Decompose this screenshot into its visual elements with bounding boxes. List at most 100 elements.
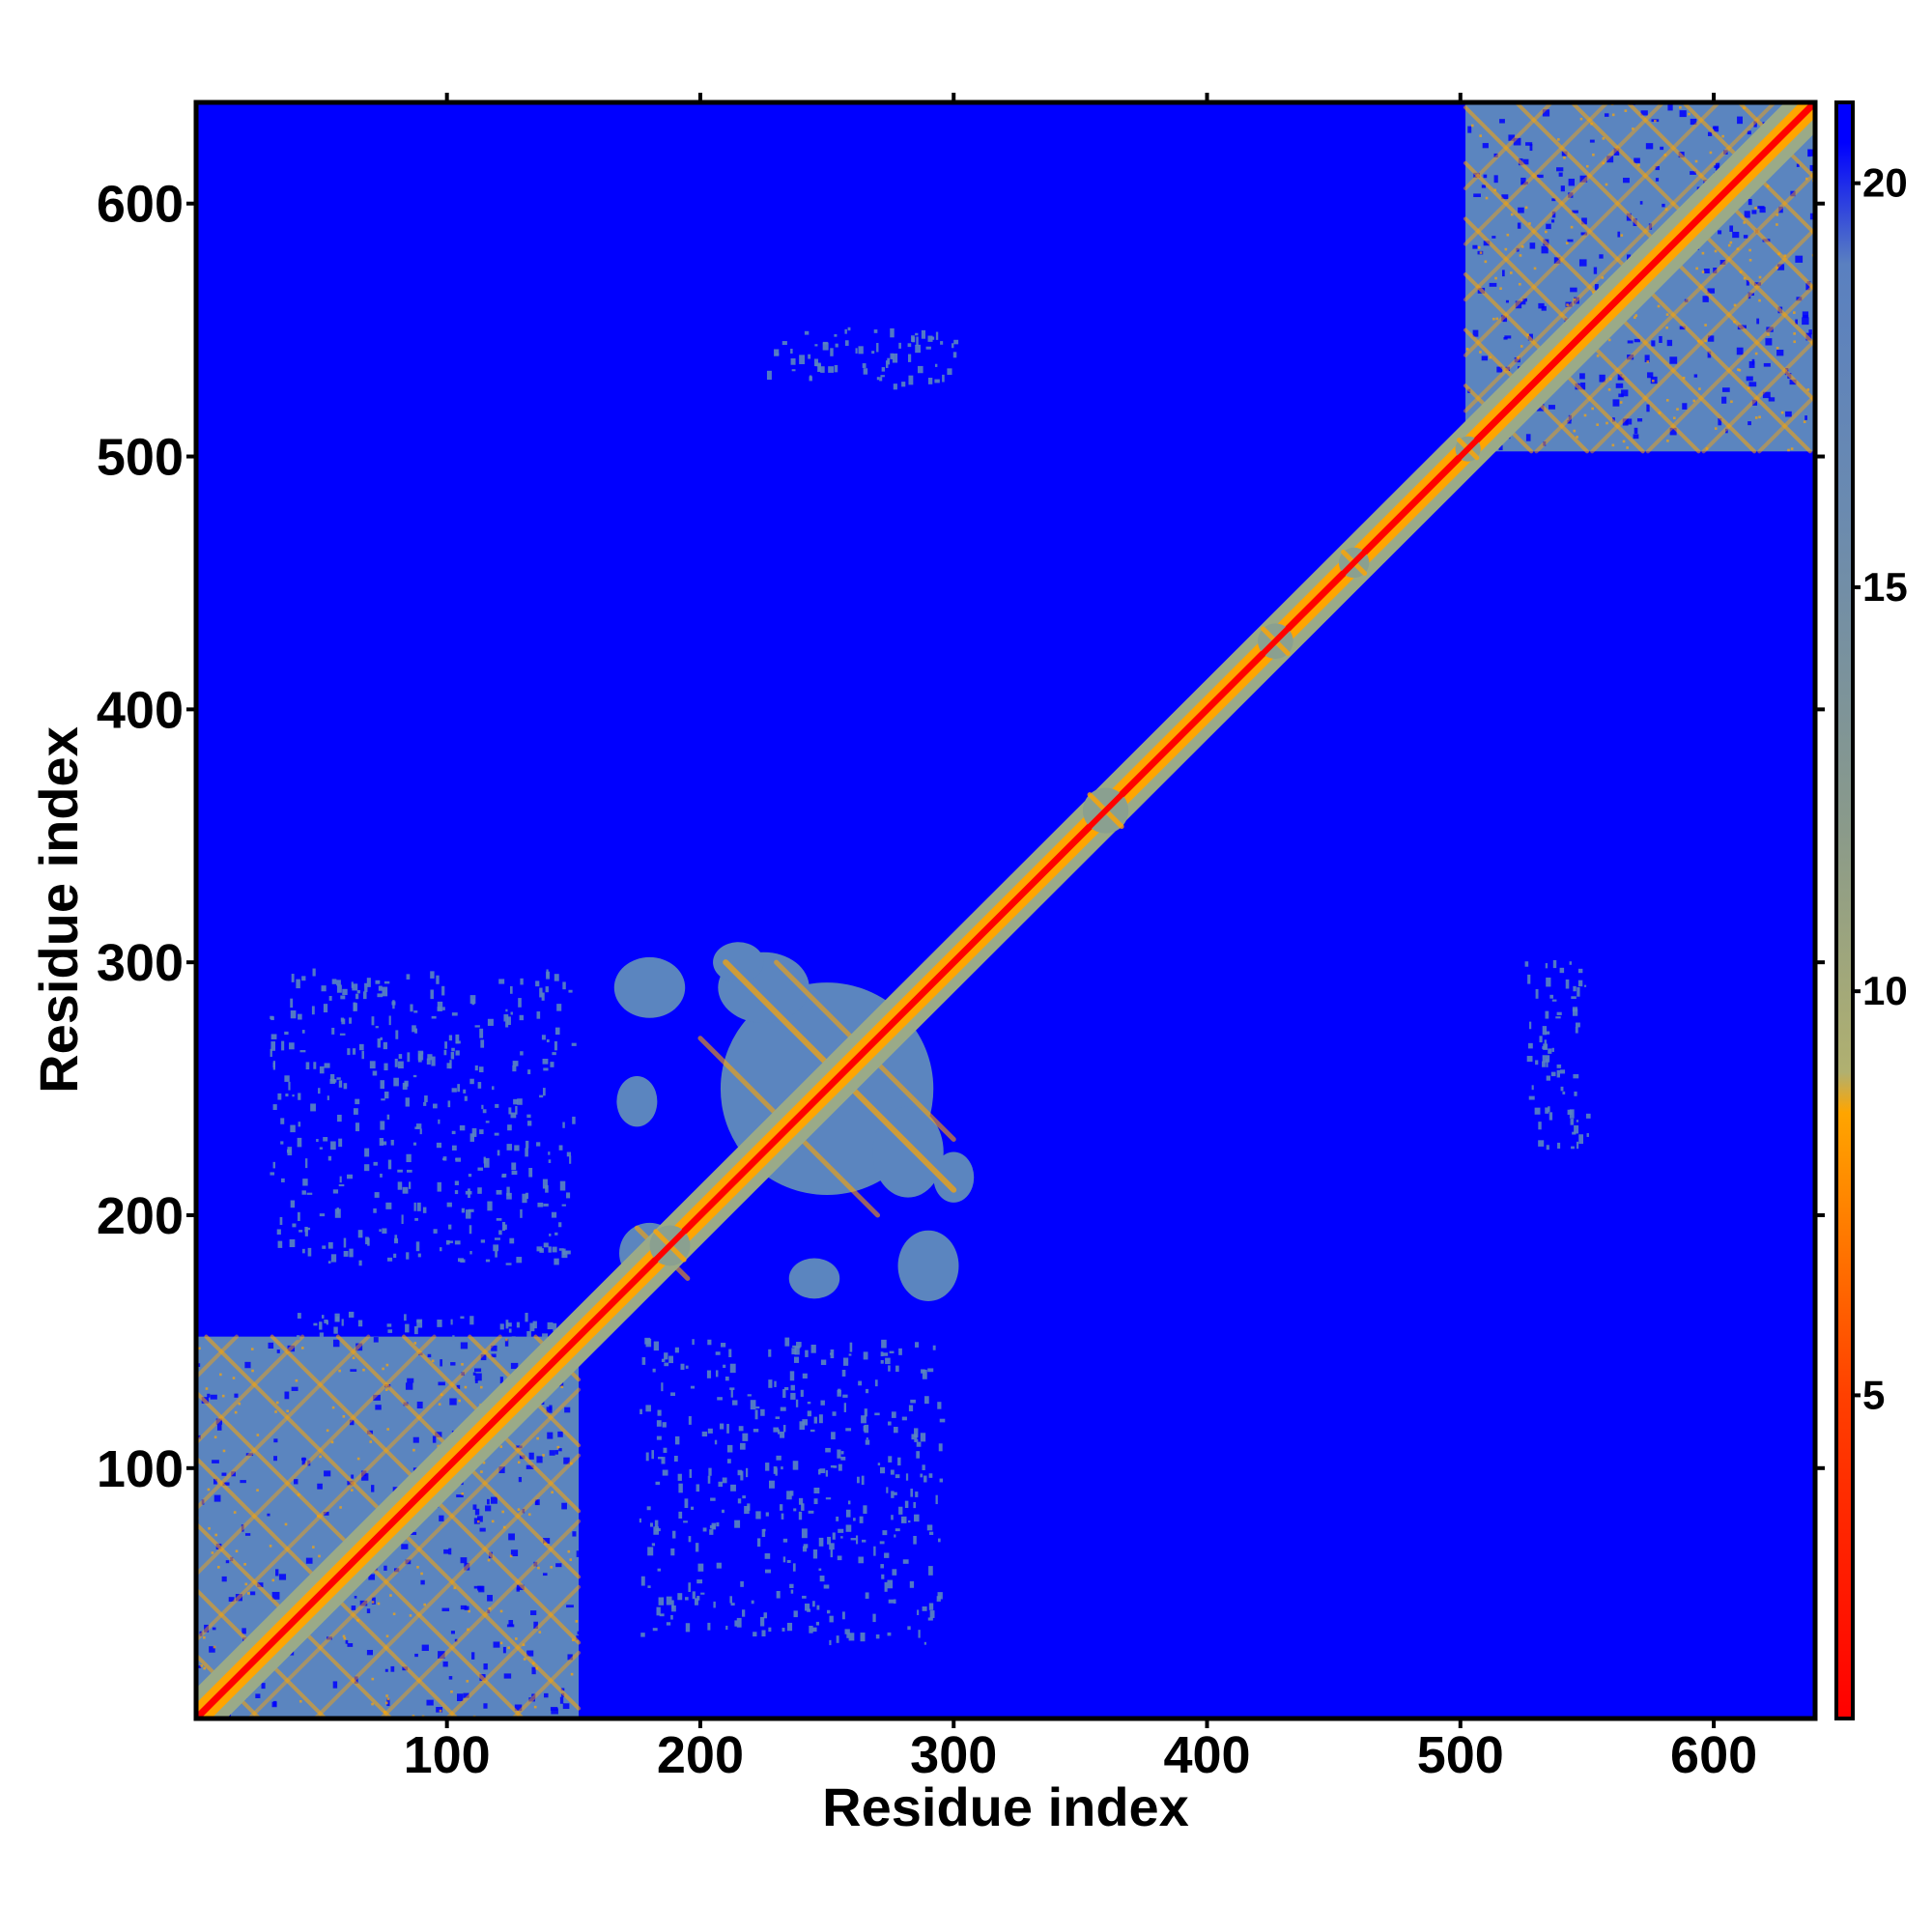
- y-tick-label: 200: [97, 1187, 184, 1245]
- sparse-contact-patch: [729, 1363, 736, 1374]
- sparse-contact-patch: [343, 1083, 348, 1090]
- domain-speckle: [543, 1538, 551, 1544]
- sparse-contact-patch: [708, 1467, 712, 1476]
- sparse-contact-patch: [833, 1465, 838, 1468]
- domain-speckle: [1768, 397, 1776, 402]
- sparse-contact-patch: [1538, 1140, 1545, 1147]
- domain-contact-dot: [538, 1631, 542, 1634]
- sparse-contact-patch: [558, 1222, 562, 1228]
- sparse-contact-patch: [934, 363, 938, 367]
- sparse-contact-patch: [532, 1321, 537, 1329]
- sparse-contact-patch: [520, 1051, 524, 1056]
- sparse-contact-patch: [270, 1034, 277, 1039]
- domain-contact-dot: [1495, 317, 1499, 321]
- sparse-contact-patch: [862, 363, 867, 368]
- sparse-contact-patch: [645, 1405, 651, 1412]
- sparse-contact-patch: [782, 1556, 786, 1563]
- sparse-contact-patch: [340, 1017, 344, 1022]
- sparse-contact-patch: [910, 1399, 916, 1404]
- domain-contact-dot: [392, 1612, 396, 1616]
- sparse-contact-patch: [825, 1469, 829, 1477]
- domain-speckle: [1525, 142, 1533, 146]
- sparse-contact-patch: [805, 1350, 809, 1357]
- sparse-contact-patch: [807, 1410, 812, 1417]
- domain-speckle: [1667, 102, 1673, 111]
- sparse-contact-patch: [780, 1406, 786, 1411]
- sparse-contact-patch: [809, 1625, 813, 1634]
- sparse-contact-patch: [499, 1323, 504, 1330]
- sparse-contact-patch: [469, 1078, 474, 1085]
- domain-speckle: [487, 1595, 493, 1602]
- domain-lattice-line: [1463, 102, 1721, 357]
- colorbar-tick-label: 15: [1862, 564, 1908, 610]
- sparse-contact-patch: [299, 1050, 306, 1053]
- sparse-contact-patch: [756, 1538, 761, 1548]
- sparse-contact-patch: [707, 1475, 711, 1484]
- sparse-contact-patch: [468, 1188, 470, 1199]
- sparse-contact-patch: [313, 1062, 317, 1069]
- sparse-contact-patch: [327, 1095, 329, 1100]
- sparse-contact-patch: [829, 1352, 833, 1355]
- sparse-contact-patch: [301, 1030, 305, 1034]
- domain-contact-dot: [570, 1462, 573, 1465]
- sparse-contact-patch: [1585, 1113, 1591, 1119]
- domain-speckle: [278, 1574, 287, 1580]
- domain-speckle: [1551, 198, 1556, 202]
- domain-speckle: [212, 1627, 216, 1631]
- domain-speckle: [1599, 374, 1605, 383]
- domain-contact-dot: [219, 1373, 222, 1377]
- domain-speckle: [454, 1638, 458, 1642]
- sparse-contact-patch: [392, 1000, 395, 1009]
- sparse-contact-patch: [1552, 960, 1557, 969]
- sparse-contact-patch: [793, 1508, 797, 1512]
- domain-contact-dot: [467, 1628, 469, 1632]
- sparse-contact-patch: [552, 1246, 557, 1253]
- sparse-contact-patch: [807, 1402, 811, 1405]
- domain-contact-dot: [300, 1347, 304, 1350]
- sparse-contact-patch: [813, 358, 819, 367]
- domain-contact-dot: [1533, 267, 1537, 270]
- sparse-contact-patch: [872, 1613, 876, 1623]
- sparse-contact-patch: [795, 1399, 799, 1407]
- domain-contact-dot: [1701, 270, 1705, 273]
- sparse-contact-patch: [506, 1144, 512, 1151]
- sparse-contact-patch: [1543, 1043, 1548, 1050]
- domain-contact-dot: [326, 1429, 329, 1433]
- sparse-contact-patch: [517, 1098, 523, 1105]
- domain-speckle: [456, 1384, 461, 1389]
- sparse-contact-patch: [387, 1257, 393, 1262]
- domain-contact-dot: [1576, 436, 1578, 439]
- sparse-contact-patch: [272, 1104, 277, 1111]
- sparse-contact-patch: [383, 1041, 387, 1050]
- domain-speckle: [559, 1696, 564, 1704]
- sparse-contact-patch: [302, 1179, 308, 1186]
- sparse-contact-patch: [505, 1021, 509, 1028]
- domain-speckle: [1548, 405, 1555, 410]
- domain-speckle: [1498, 444, 1503, 451]
- sparse-contact-patch: [804, 1603, 810, 1611]
- middle-domain-blob: [616, 1075, 658, 1127]
- sparse-contact-patch: [737, 1469, 743, 1476]
- domain-contact-dot: [499, 1445, 503, 1448]
- domain-contact-dot: [1579, 117, 1583, 121]
- domain-speckle: [1505, 366, 1511, 371]
- sparse-contact-patch: [348, 1311, 355, 1318]
- domain-contact-dot: [1754, 416, 1758, 419]
- sparse-contact-patch: [527, 1069, 531, 1075]
- domain-lattice-line: [196, 1334, 239, 1379]
- x-tick-label: 500: [1417, 1726, 1504, 1784]
- domain-contact-dot: [384, 1388, 388, 1392]
- sparse-contact-patch: [882, 1530, 888, 1536]
- domain-contact-dot: [389, 1594, 392, 1597]
- sparse-contact-patch: [696, 1484, 700, 1492]
- sparse-contact-patch: [913, 1535, 917, 1545]
- sparse-contact-patch: [347, 1174, 353, 1179]
- domain-contact-dot: [1682, 376, 1686, 380]
- domain-speckle: [522, 1508, 526, 1514]
- sparse-contact-patch: [885, 360, 889, 368]
- sparse-contact-patch: [927, 377, 933, 384]
- domain-contact-dot: [1695, 267, 1698, 270]
- domain-contact-dot: [507, 1646, 510, 1650]
- sparse-contact-patch: [498, 1230, 502, 1236]
- sparse-contact-patch: [331, 979, 337, 984]
